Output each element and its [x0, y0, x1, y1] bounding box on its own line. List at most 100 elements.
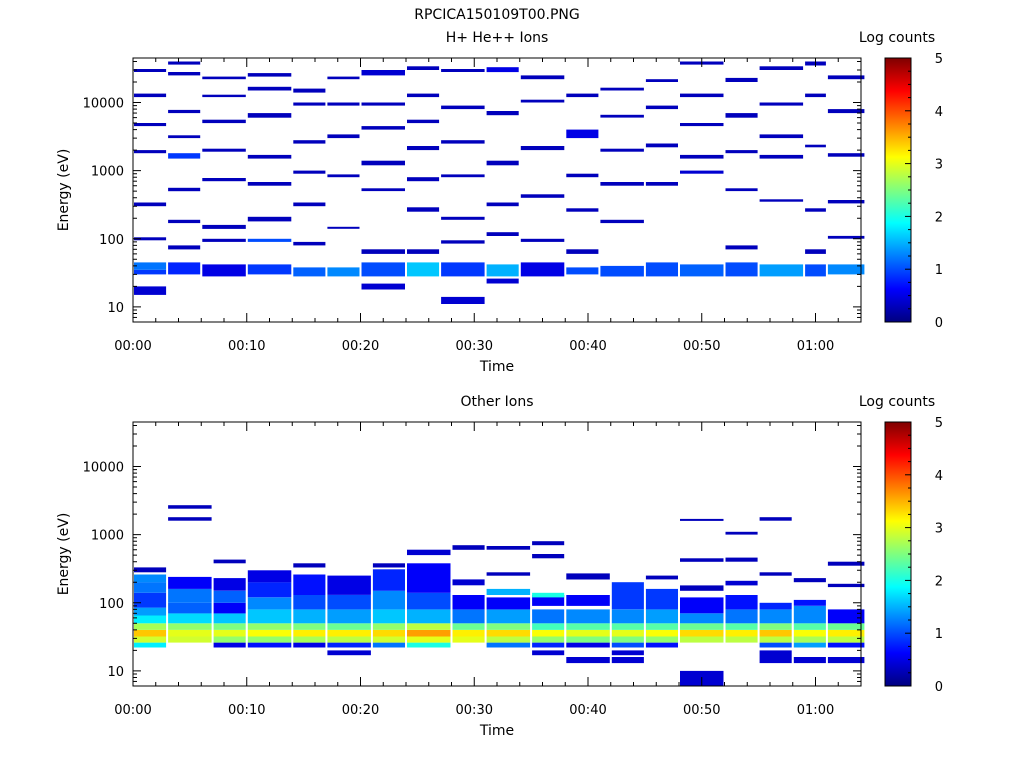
- heatmap-cell: [566, 173, 599, 178]
- heatmap-cell: [168, 576, 212, 589]
- heatmap-cell: [372, 642, 405, 648]
- heatmap-cell: [486, 160, 519, 166]
- colorbar-tick-label: 2: [935, 210, 943, 225]
- heatmap-cell: [566, 657, 610, 664]
- heatmap-cell: [327, 623, 371, 630]
- heatmap-cell: [441, 240, 485, 244]
- heatmap-cell: [247, 182, 292, 186]
- heatmap-cell: [725, 188, 758, 192]
- heatmap-cell: [247, 636, 292, 643]
- heatmap-cell: [793, 642, 826, 648]
- heatmap-cell: [759, 650, 792, 664]
- heatmap-cell: [759, 642, 792, 648]
- heatmap-cell: [725, 262, 758, 277]
- x-tick-label: 01:00: [797, 339, 834, 354]
- heatmap-cell: [134, 636, 167, 643]
- heatmap-cell: [213, 636, 246, 643]
- heatmap-cell: [247, 609, 292, 624]
- heatmap-cell: [532, 541, 565, 546]
- heatmap-cell: [827, 583, 865, 588]
- heatmap-cell: [361, 262, 405, 277]
- heatmap-cell: [168, 219, 201, 224]
- colorbar-tick-label: 3: [935, 158, 943, 173]
- heatmap-cell: [486, 264, 519, 277]
- heatmap-cell: [725, 623, 758, 630]
- heatmap-cell: [827, 75, 865, 80]
- heatmap-cell: [213, 590, 246, 603]
- heatmap-cell: [532, 629, 565, 637]
- heatmap-cell: [532, 623, 565, 630]
- panel-title: H+ He++ Ions: [446, 30, 549, 46]
- x-tick-label: 00:40: [569, 703, 606, 718]
- heatmap-cell: [452, 636, 485, 643]
- heatmap-cell: [645, 79, 678, 82]
- y-tick-label: 10000: [83, 461, 124, 476]
- heatmap-cell: [680, 518, 724, 521]
- heatmap-cell: [134, 286, 167, 295]
- heatmap-cell: [213, 559, 246, 564]
- panel-title: Other Ions: [460, 394, 533, 410]
- heatmap-cell: [327, 642, 371, 648]
- heatmap-cell: [293, 241, 326, 246]
- heatmap-cell: [532, 650, 565, 656]
- heatmap-cell: [213, 623, 246, 630]
- heatmap-cell: [372, 609, 405, 624]
- heatmap-cell: [407, 636, 451, 643]
- heatmap-cell: [293, 563, 326, 568]
- heatmap-cell: [168, 602, 212, 614]
- x-tick-label: 00:30: [456, 703, 493, 718]
- heatmap-cell: [566, 609, 610, 624]
- heatmap-cell: [372, 590, 405, 610]
- heatmap-cell: [725, 629, 758, 637]
- heatmap-cell: [293, 88, 326, 93]
- heatmap-cell: [759, 154, 804, 159]
- heatmap-cell: [566, 249, 599, 254]
- heatmap-cell: [793, 623, 826, 630]
- heatmap-cell: [725, 557, 758, 562]
- heatmap-cell: [134, 623, 167, 630]
- heatmap-cell: [293, 202, 326, 207]
- heatmap-cell: [134, 629, 167, 637]
- heatmap-cell: [407, 66, 440, 70]
- heatmap-cell: [213, 629, 246, 637]
- heatmap-cell: [407, 119, 440, 124]
- heatmap-cell: [452, 595, 485, 610]
- heatmap-cell: [202, 148, 246, 152]
- heatmap-cell: [680, 623, 724, 630]
- heatmap-cell: [168, 109, 201, 114]
- heatmap-cell: [759, 636, 792, 643]
- heatmap-cell: [611, 629, 644, 637]
- heatmap-cell: [611, 582, 644, 610]
- heatmap-cell: [372, 623, 405, 630]
- heatmap-cell: [407, 623, 451, 630]
- heatmap-cell: [134, 150, 167, 154]
- heatmap-cell: [725, 609, 758, 624]
- heatmap-cell: [372, 636, 405, 643]
- heatmap-cell: [168, 187, 201, 192]
- heatmap-cell: [327, 76, 360, 80]
- heatmap-cell: [532, 642, 565, 648]
- heatmap-cell: [247, 264, 292, 275]
- heatmap-cell: [486, 572, 531, 576]
- heatmap-cell: [827, 264, 865, 275]
- heatmap-cell: [827, 623, 865, 630]
- heatmap-cell: [680, 585, 724, 591]
- heatmap-cell: [293, 170, 326, 174]
- heatmap-cell: [372, 629, 405, 637]
- heatmap-cell: [247, 570, 292, 583]
- heatmap-cell: [293, 102, 326, 106]
- heatmap-cell: [725, 77, 758, 82]
- heatmap-cell: [247, 642, 292, 648]
- x-tick-label: 00:10: [228, 339, 265, 354]
- heatmap-cell: [680, 264, 724, 277]
- heatmap-cell: [327, 636, 371, 643]
- heatmap-cell: [134, 123, 167, 127]
- heatmap-cell: [293, 140, 326, 144]
- heatmap-cell: [293, 609, 326, 624]
- heatmap-cell: [486, 278, 519, 284]
- heatmap-cell: [680, 123, 724, 127]
- heatmap-cell: [441, 105, 485, 110]
- heatmap-cell: [407, 146, 440, 151]
